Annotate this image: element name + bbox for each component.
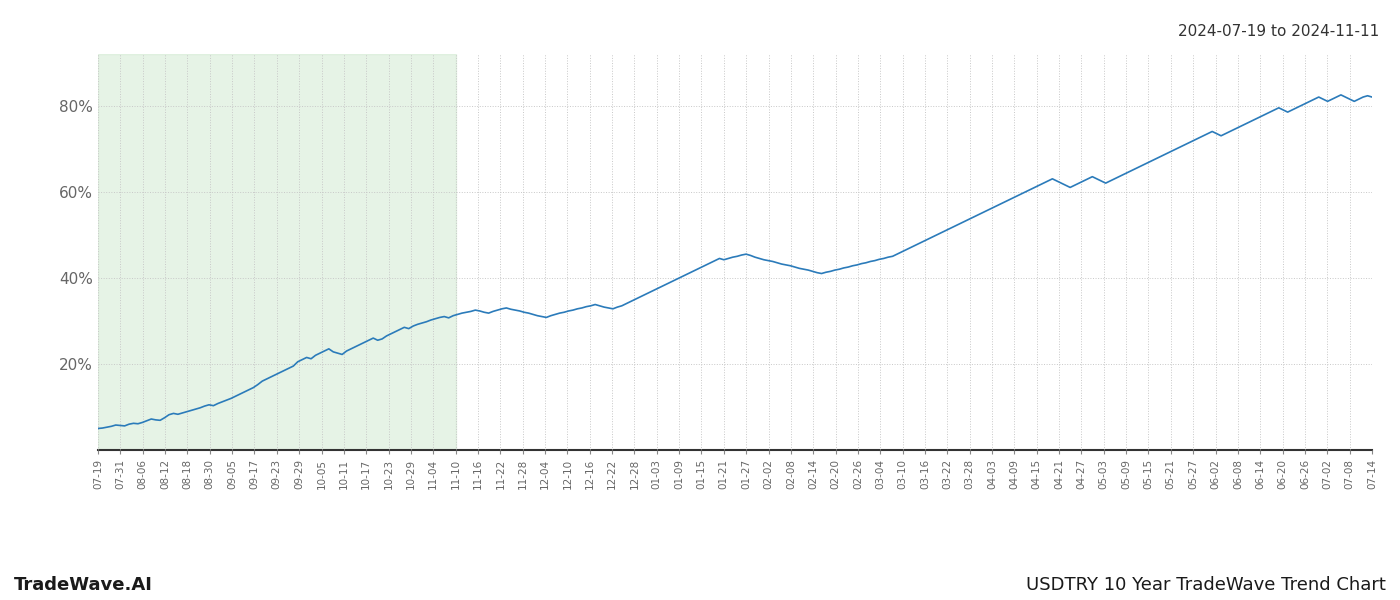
Text: 2024-07-19 to 2024-11-11: 2024-07-19 to 2024-11-11 (1177, 24, 1379, 39)
Text: TradeWave.AI: TradeWave.AI (14, 576, 153, 594)
Text: USDTRY 10 Year TradeWave Trend Chart: USDTRY 10 Year TradeWave Trend Chart (1026, 576, 1386, 594)
Bar (98, 54, 455, 450)
